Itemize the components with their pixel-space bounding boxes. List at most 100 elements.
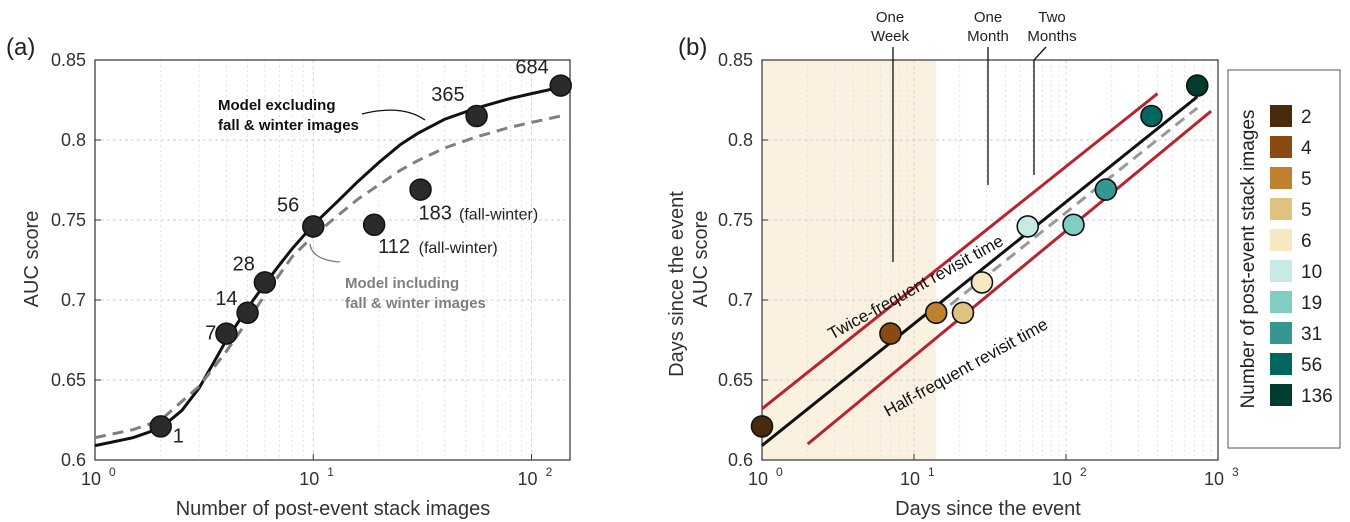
panel-a-xtick-label: 10	[518, 469, 538, 489]
data-point	[253, 271, 277, 294]
data-label-note: (fall-winter)	[419, 240, 498, 257]
panel-b-xtick-exponent: 3	[1232, 465, 1239, 479]
annotation-two-months-line2: Months	[1027, 28, 1076, 45]
data-point	[409, 178, 432, 201]
panel-a-ytick-label: 0.6	[61, 450, 86, 470]
panel-b-xtick-exponent: 0	[776, 465, 783, 479]
data-point	[924, 301, 948, 325]
legend-swatch	[1270, 384, 1292, 406]
data-point	[302, 215, 325, 238]
panel-b-ytick-label: 0.6	[728, 450, 753, 470]
legend-swatch	[1270, 291, 1292, 313]
data-point	[362, 213, 386, 237]
data-label: 28	[233, 253, 255, 275]
panel-a-xlabel: Number of post-event stack images	[176, 498, 491, 520]
fit-line	[761, 95, 1199, 447]
panel-a-ytick-label: 0.75	[51, 210, 86, 230]
panel-b-ytick-label: 0.8	[728, 130, 753, 150]
legend-swatch	[1270, 198, 1292, 220]
data-point	[1140, 104, 1163, 128]
data-label: 112	[378, 236, 410, 258]
legend-swatch	[1270, 136, 1292, 158]
data-point	[549, 74, 572, 97]
annotation-one-week-line1: One	[876, 9, 904, 26]
data-point	[1094, 178, 1118, 201]
data-point	[879, 322, 902, 345]
data-point	[750, 415, 774, 438]
data-label: 684	[515, 57, 548, 79]
curve-label-excluding-line2: fall & winter images	[218, 117, 359, 134]
panel-a-xtick-label: 10	[299, 469, 319, 489]
legend-label: 6	[1301, 231, 1312, 252]
data-point	[951, 301, 975, 325]
annotation-one-month-line1: One	[974, 9, 1002, 26]
curve-label-excluding-line1: Model excluding	[218, 97, 336, 114]
panel-a-annotations: Model excluding fall & winter images Mod…	[218, 97, 486, 312]
legend-swatch	[1270, 260, 1292, 282]
panel-b-xlabel: Days since the event	[895, 498, 1081, 520]
legend-label: 19	[1301, 293, 1322, 314]
panel-b-xtick-exponent: 2	[1080, 465, 1087, 479]
legend: Number of post-event stack images 245561…	[1227, 69, 1341, 449]
panel-b: 10 0 10 1 10 2 10 3 0.6 0.65 0.7 0.75 0.8 0.85 One We…	[666, 9, 1341, 520]
half-frequent-line	[806, 110, 1212, 446]
curve-excluding-fall-winter	[94, 85, 562, 448]
annotation-one-month-line2: Month	[967, 28, 1009, 45]
panel-b-ytick-label: 0.65	[718, 370, 753, 390]
panel-b-ytick-label: 0.85	[718, 50, 753, 70]
panel-b-ytick-label: 0.75	[718, 210, 753, 230]
panel-a-xtick-label: 10	[81, 469, 101, 489]
panel-a-ytick-label: 0.7	[61, 290, 86, 310]
legend-label: 4	[1301, 138, 1312, 159]
panel-b-xtick-label: 10	[748, 469, 768, 489]
legend-label: 10	[1301, 262, 1322, 283]
data-label: 14	[215, 288, 237, 310]
panel-b-label: (b)	[678, 34, 707, 61]
panel-b-xtick-label: 10	[1204, 469, 1224, 489]
data-label: 56	[277, 194, 299, 216]
data-point	[465, 104, 488, 128]
annotation-one-week-line2: Week	[871, 28, 910, 45]
panel-b-axes-box	[761, 59, 1219, 461]
legend-label: 5	[1301, 200, 1312, 221]
data-point	[970, 271, 994, 294]
data-label: 7	[205, 323, 216, 345]
twice-frequent-line	[761, 92, 1159, 410]
panel-b-ylabel-outer: Days since the event	[666, 191, 688, 377]
legend-label: 136	[1301, 386, 1333, 407]
panel-b-xtick-label: 10	[900, 469, 920, 489]
annotation-two-months-leader	[1033, 46, 1047, 175]
panel-b-xtick-label: 10	[1052, 469, 1072, 489]
panel-a: 10 0 10 1 10 2 0.6 0.65 0.7 0.75 0.8 0.85 1 7 14 28 56 1…	[6, 34, 572, 520]
legend-label: 31	[1301, 324, 1322, 345]
legend-label: 2	[1301, 107, 1312, 128]
data-label: 183	[419, 203, 452, 225]
legend-swatch	[1270, 229, 1292, 251]
panel-a-ytick-label: 0.8	[61, 130, 86, 150]
panel-a-xtick-exponent: 1	[327, 465, 334, 479]
data-point	[1062, 213, 1085, 237]
legend-swatch	[1270, 322, 1292, 344]
panel-a-ytick-label: 0.65	[51, 370, 86, 390]
legend-label: 5	[1301, 169, 1312, 190]
panel-a-ytick-label: 0.85	[51, 50, 86, 70]
data-label: 365	[431, 84, 464, 106]
legend-swatch	[1270, 353, 1292, 375]
panel-a-xtick-exponent: 2	[546, 465, 553, 479]
panel-b-ylabel: AUC score	[690, 211, 712, 308]
panel-a-ylabel: AUC score	[21, 211, 43, 308]
panel-b-xtick-exponent: 1	[928, 465, 935, 479]
data-label: 1	[173, 425, 184, 447]
panel-a-axes-box	[94, 59, 571, 461]
panel-a-label: (a)	[6, 34, 35, 61]
panel-a-xtick-exponent: 0	[109, 465, 116, 479]
data-point	[215, 322, 238, 345]
curve-label-including-line1: Model including	[345, 275, 459, 292]
legend-title: Number of post-event stack images	[1238, 110, 1259, 409]
legend-label: 56	[1301, 355, 1322, 376]
panel-b-ytick-label: 0.7	[728, 290, 753, 310]
data-point	[1016, 215, 1040, 238]
annotation-two-months-line1: Two	[1038, 9, 1066, 26]
curve-label-including-line2: fall & winter images	[345, 295, 486, 312]
